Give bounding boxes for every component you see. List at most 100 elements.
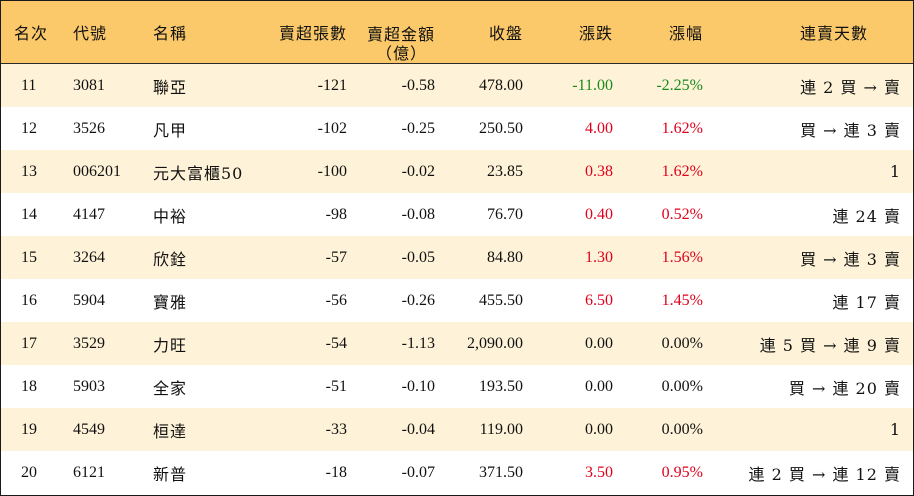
- change-cell: 4.00: [585, 119, 613, 137]
- net-sell-volume-cell: -54: [325, 334, 347, 352]
- consecutive-days-cell: 連 2 買 → 連 12 賣: [748, 464, 901, 484]
- code-cell: 3081: [73, 76, 105, 94]
- consecutive-days-cell: 連 17 賣: [832, 292, 901, 312]
- close-cell: 76.70: [487, 205, 523, 223]
- header-net-sell-volume: 賣超張數: [278, 24, 347, 43]
- header-net-sell-amount-line2: （億）: [375, 44, 427, 63]
- rank-cell: 14: [21, 205, 37, 223]
- close-cell: 193.50: [479, 377, 523, 395]
- net-sell-amount-cell: -0.25: [401, 119, 435, 137]
- code-cell: 5903: [73, 377, 105, 395]
- net-sell-volume-cell: -100: [317, 162, 347, 180]
- table-header: 名次 代號 名稱 賣超張數 賣超金額 （億） 收盤 漲跌 漲幅 連賣天數: [1, 1, 913, 64]
- code-cell: 4147: [73, 205, 105, 223]
- consecutive-days-cell: 買 → 連 3 賣: [800, 120, 901, 140]
- table-row: 14 4147 中裕 -98 -0.08 76.70 0.40 0.52% 連 24 賣: [1, 193, 913, 236]
- net-sell-amount-cell: -0.04: [401, 420, 435, 438]
- name-cell: 聯亞: [153, 77, 188, 97]
- change-cell: 0.00: [585, 420, 613, 438]
- change-cell: 6.50: [585, 291, 613, 309]
- close-cell: 23.85: [487, 162, 523, 180]
- net-sell-amount-cell: -0.26: [401, 291, 435, 309]
- change-cell: 1.30: [585, 248, 613, 266]
- net-sell-volume-cell: -56: [325, 291, 347, 309]
- change-pct-cell: 0.95%: [661, 463, 703, 481]
- consecutive-days-cell: 1: [889, 420, 901, 439]
- table-row: 13 006201 元大富櫃50 -100 -0.02 23.85 0.38 1.62% 1: [1, 150, 913, 193]
- change-cell: 3.50: [585, 463, 613, 481]
- change-cell: 0.40: [585, 205, 613, 223]
- consecutive-days-cell: 1: [889, 162, 901, 181]
- table-row: 18 5903 全家 -51 -0.10 193.50 0.00 0.00% 買 → 連 20 …: [1, 365, 913, 408]
- close-cell: 84.80: [487, 248, 523, 266]
- close-cell: 478.00: [479, 76, 523, 94]
- change-pct-cell: 1.56%: [661, 248, 703, 266]
- table-row: 16 5904 寶雅 -56 -0.26 455.50 6.50 1.45% 連 17 賣: [1, 279, 913, 322]
- name-cell: 新普: [153, 464, 188, 484]
- consecutive-days-cell: 買 → 連 20 賣: [788, 378, 901, 398]
- consecutive-days-cell: 買 → 連 3 賣: [800, 249, 901, 269]
- change-cell: 0.00: [585, 377, 613, 395]
- code-cell: 3526: [73, 119, 105, 137]
- net-sell-amount-cell: -0.07: [401, 463, 435, 481]
- consecutive-days-cell: 連 2 買 → 賣: [800, 77, 901, 97]
- name-cell: 中裕: [153, 206, 188, 226]
- table-row: 11 3081 聯亞 -121 -0.58 478.00 -11.00 -2.25% 連 2 買…: [1, 64, 913, 107]
- code-cell: 3264: [73, 248, 105, 266]
- consecutive-days-cell: 連 5 買 → 連 9 賣: [759, 335, 901, 355]
- net-sell-volume-cell: -121: [317, 76, 347, 94]
- table-row: 19 4549 桓達 -33 -0.04 119.00 0.00 0.00% 1: [1, 408, 913, 451]
- change-pct-cell: 1.62%: [661, 119, 703, 137]
- rank-cell: 19: [21, 420, 37, 438]
- table-body: 11 3081 聯亞 -121 -0.58 478.00 -11.00 -2.25% 連 2 買…: [1, 64, 913, 494]
- code-cell: 5904: [73, 291, 105, 309]
- net-sell-amount-cell: -0.10: [401, 377, 435, 395]
- table-row: 20 6121 新普 -18 -0.07 371.50 3.50 0.95% 連 2 買 → 連…: [1, 451, 913, 494]
- header-net-sell-amount-line1: 賣超金額: [366, 25, 435, 44]
- header-consecutive-days: 連賣天數: [799, 24, 868, 43]
- change-cell: 0.38: [585, 162, 613, 180]
- rank-cell: 16: [21, 291, 37, 309]
- header-change-pct: 漲幅: [668, 24, 703, 43]
- table-row: 15 3264 欣銓 -57 -0.05 84.80 1.30 1.56% 買 → 連 3 賣: [1, 236, 913, 279]
- header-change: 漲跌: [578, 24, 613, 43]
- net-sell-amount-cell: -1.13: [401, 334, 435, 352]
- rank-cell: 18: [21, 377, 37, 395]
- change-pct-cell: 0.00%: [661, 377, 703, 395]
- consecutive-days-cell: 連 24 賣: [832, 206, 901, 226]
- rank-cell: 11: [21, 76, 37, 94]
- code-cell: 4549: [73, 420, 105, 438]
- change-pct-cell: 0.00%: [661, 420, 703, 438]
- header-rank: 名次: [13, 24, 48, 43]
- close-cell: 119.00: [479, 420, 523, 438]
- change-cell: -11.00: [572, 76, 613, 94]
- rank-cell: 20: [21, 463, 37, 481]
- change-pct-cell: 1.62%: [661, 162, 703, 180]
- name-cell: 欣銓: [153, 249, 188, 269]
- header-code: 代號: [73, 24, 108, 43]
- close-cell: 250.50: [479, 119, 523, 137]
- code-cell: 6121: [73, 463, 105, 481]
- name-cell: 力旺: [153, 335, 188, 355]
- rank-cell: 15: [21, 248, 37, 266]
- net-sell-amount-cell: -0.05: [401, 248, 435, 266]
- code-cell: 006201: [73, 162, 121, 180]
- name-cell: 全家: [153, 378, 188, 398]
- change-pct-cell: -2.25%: [656, 76, 703, 94]
- close-cell: 455.50: [479, 291, 523, 309]
- rank-cell: 17: [21, 334, 37, 352]
- name-cell: 桓達: [153, 421, 188, 441]
- change-pct-cell: 1.45%: [661, 291, 703, 309]
- header-close: 收盤: [488, 24, 523, 43]
- net-sell-volume-cell: -33: [325, 420, 347, 438]
- name-cell: 元大富櫃50: [153, 163, 244, 183]
- header-name: 名稱: [153, 24, 188, 43]
- change-pct-cell: 0.52%: [661, 205, 703, 223]
- net-sell-volume-cell: -98: [325, 205, 347, 223]
- name-cell: 寶雅: [153, 292, 188, 312]
- net-sell-volume-cell: -18: [325, 463, 347, 481]
- close-cell: 371.50: [479, 463, 523, 481]
- net-sell-amount-cell: -0.58: [401, 76, 435, 94]
- net-sell-volume-cell: -102: [317, 119, 347, 137]
